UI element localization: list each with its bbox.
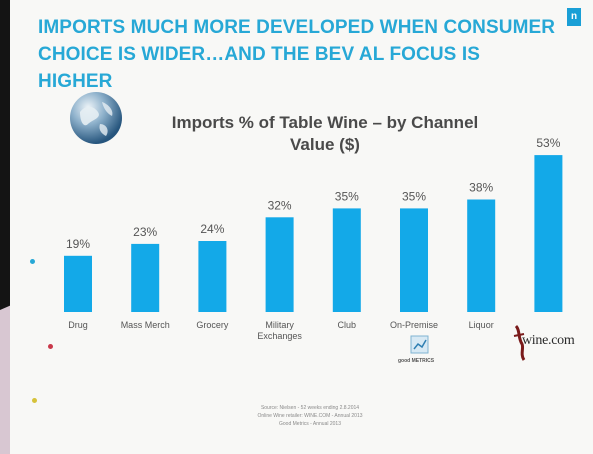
bar <box>534 155 563 312</box>
bar <box>400 208 428 312</box>
data-label: 53% <box>536 136 560 150</box>
bar <box>64 255 92 312</box>
wine-com-logo <box>513 324 526 361</box>
category-label: Drug <box>68 320 88 330</box>
good-metrics-text: good METRICS <box>398 358 435 364</box>
data-label: 38% <box>469 181 493 195</box>
category-label: Grocery <box>196 320 229 330</box>
chart-title: Imports % of Table Wine – by Channel <box>171 113 479 132</box>
category-label: Mass Merch <box>121 320 170 330</box>
bar <box>265 217 294 312</box>
data-label: 32% <box>268 198 292 212</box>
data-label: 35% <box>402 189 426 203</box>
data-label: 35% <box>335 189 359 203</box>
bar <box>131 243 160 312</box>
red-dot <box>48 344 53 349</box>
globe-icon <box>70 92 122 144</box>
bar <box>198 241 227 312</box>
data-label: 23% <box>133 225 157 239</box>
slide <box>10 0 593 454</box>
headline-line-1: IMPORTS MUCH MORE DEVELOPED WHEN CONSUME… <box>38 17 556 38</box>
source-note: Source: Nielsen - 52 weeks ending 2.8.20… <box>160 404 460 428</box>
category-label: Liquor <box>469 320 494 330</box>
category-label: Exchanges <box>257 331 302 341</box>
source-line: Online Wine retailer: WINE.COM - Annual … <box>257 413 363 419</box>
data-label: 19% <box>66 237 90 251</box>
chart-title-block: Imports % of Table Wine – by Channel Val… <box>130 112 520 156</box>
corner-badge: n <box>567 8 581 26</box>
good-metrics-logo <box>410 335 429 354</box>
headline: IMPORTS MUCH MORE DEVELOPED WHEN CONSUME… <box>38 14 558 95</box>
blue-dot <box>30 259 35 264</box>
bar <box>467 199 496 312</box>
category-label: Military <box>265 320 294 330</box>
bar <box>332 208 361 312</box>
category-label: Club <box>338 320 357 330</box>
headline-line-2: CHOICE IS WIDER…AND THE BEV AL FOCUS IS … <box>38 44 480 92</box>
yellow-dot <box>32 398 37 403</box>
data-label: 24% <box>200 222 224 236</box>
source-line: Good Metrics - Annual 2013 <box>279 421 341 427</box>
wine-com-text: wine.com <box>522 333 575 348</box>
chart-subtitle: Value ($) <box>290 135 360 154</box>
category-label: On-Premise <box>390 320 438 330</box>
source-line: Source: Nielsen - 52 weeks ending 2.8.20… <box>260 405 360 411</box>
